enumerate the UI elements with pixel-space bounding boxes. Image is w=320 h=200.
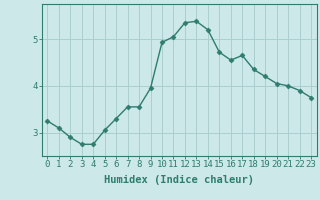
X-axis label: Humidex (Indice chaleur): Humidex (Indice chaleur)	[104, 175, 254, 185]
